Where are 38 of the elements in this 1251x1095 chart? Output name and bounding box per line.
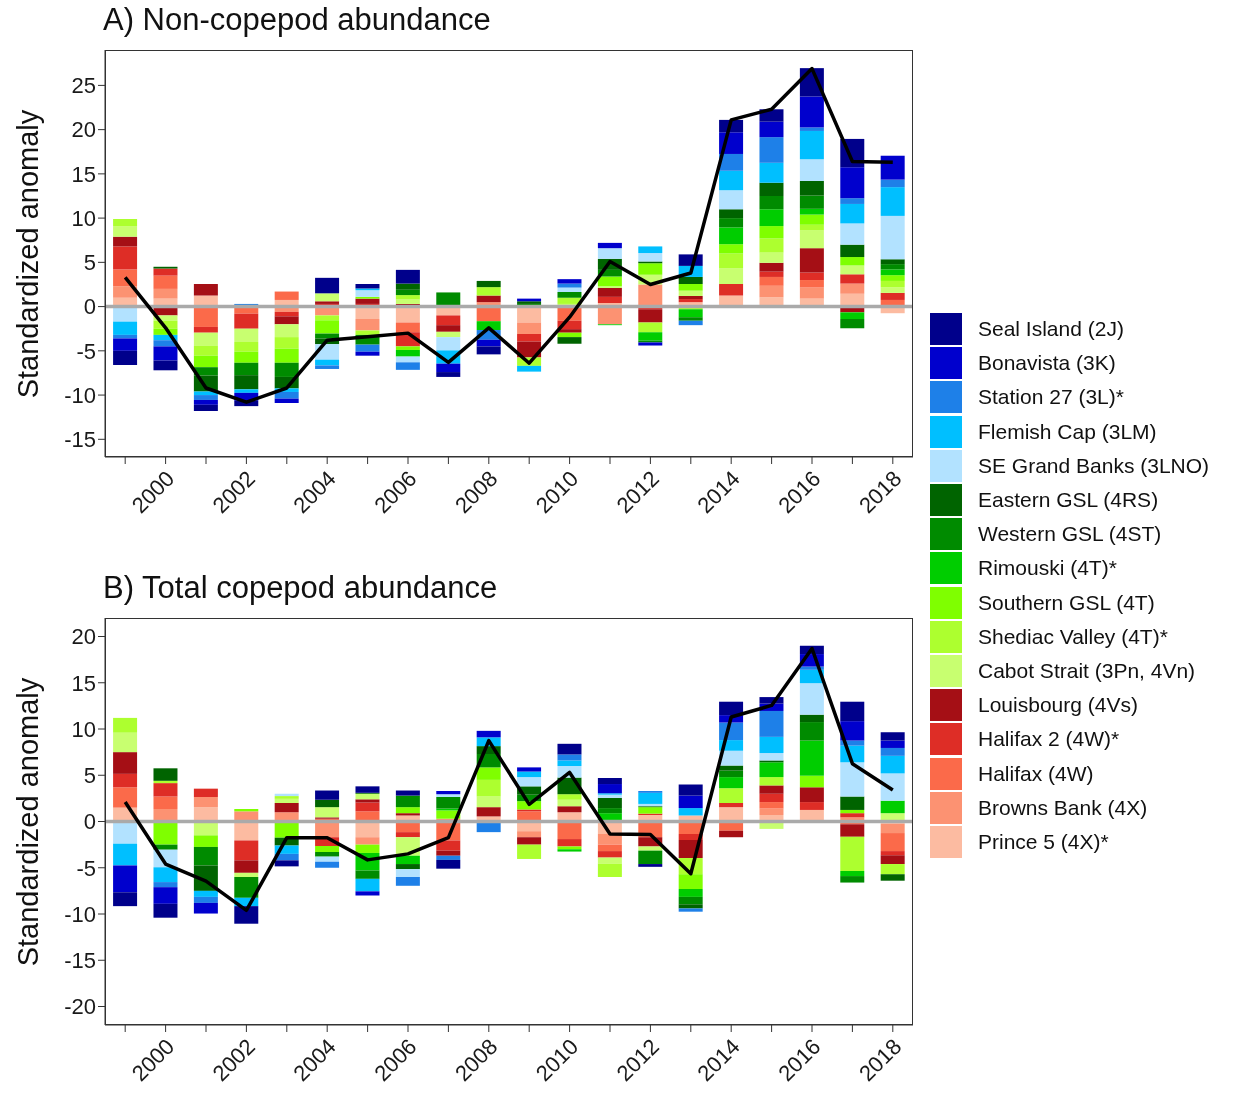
y-tick-label: 10 [71,205,96,231]
y-tick-label: 10 [71,716,96,742]
y-axis-title: Standardized anomaly [11,677,45,966]
legend-label: Halifax (4W) [978,761,1094,786]
y-tick-label: 0 [83,809,96,835]
y-tick-label: 5 [83,763,96,789]
y-tick-label: -10 [64,382,96,408]
legend-label: Seal Island (2J) [978,317,1124,342]
y-tick-label: 20 [71,117,96,143]
y-tick-label: 15 [71,161,96,187]
legend-label: Rimouski (4T)* [978,556,1117,581]
y-tick-label: 0 [83,294,96,320]
y-axis-title: Standardized anomaly [11,109,45,398]
legend-label: Browns Bank (4X) [978,795,1148,820]
y-tick-label: -15 [64,427,96,453]
legend-label: Louisbourg (4Vs) [978,693,1138,718]
legend-label: Eastern GSL (4RS) [978,488,1159,513]
legend-label: Southern GSL (4T) [978,590,1155,615]
y-tick-label: 5 [83,250,96,276]
legend-label: SE Grand Banks (3LNO) [978,453,1210,478]
legend-label: Prince 5 (4X)* [978,829,1109,854]
chart-title: B) Total copepod abundance [103,570,498,606]
y-tick-label: -15 [64,948,96,974]
legend-label: Shediac Valley (4T)* [978,624,1168,649]
legend-label: Station 27 (3L)* [978,385,1124,410]
legend-label: Halifax 2 (4W)* [978,727,1120,752]
y-tick-label: 25 [71,73,96,99]
legend-label: Bonavista (3K) [978,351,1116,376]
y-tick-label: -5 [76,855,96,881]
y-tick-label: 15 [71,670,96,696]
y-tick-label: -5 [76,338,96,364]
legend-label: Cabot Strait (3Pn, 4Vn) [978,658,1196,683]
y-tick-label: -20 [64,994,96,1020]
y-tick-label: 20 [71,624,96,650]
chart-title: A) Non-copepod abundance [103,2,491,38]
y-tick-label: -10 [64,901,96,927]
legend-label: Western GSL (4ST) [978,522,1162,547]
legend-label: Flemish Cap (3LM) [978,419,1157,444]
